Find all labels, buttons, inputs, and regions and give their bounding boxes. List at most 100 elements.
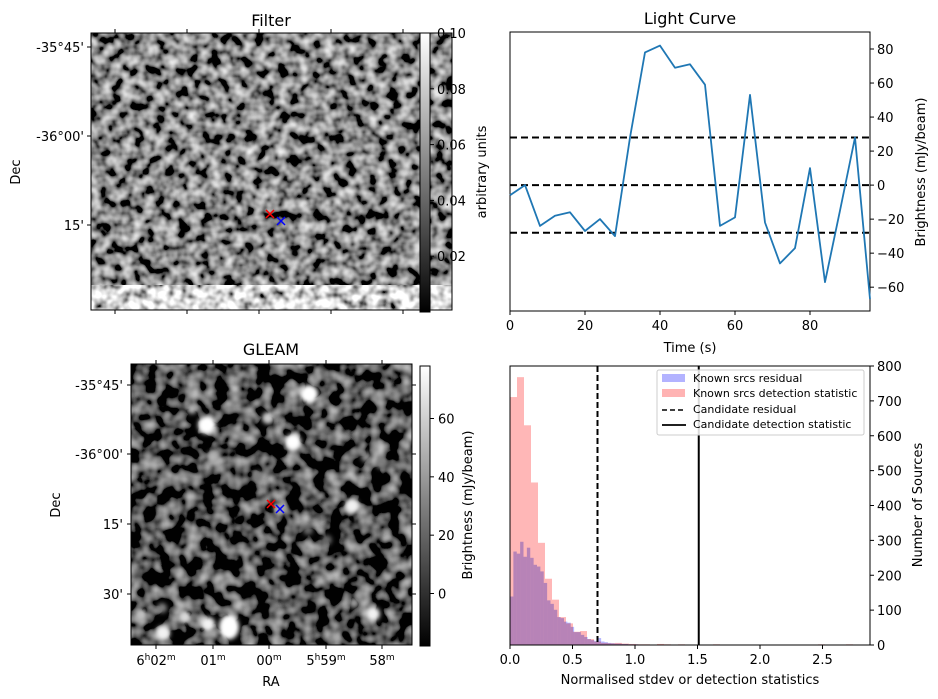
gleam-x-tick-label: 6h02m <box>136 653 175 669</box>
residual-bar <box>570 626 575 645</box>
filter-colorbar <box>419 32 431 313</box>
residual-bar <box>604 642 608 645</box>
histogram-panel: 0.0 0.5 1.0 1.5 2.0 2.5 0 100 200 300 400 500 600 70… <box>500 360 926 688</box>
residual-bar <box>537 566 541 645</box>
residual-bar <box>533 564 537 645</box>
radio-source <box>285 434 301 450</box>
radio-source <box>376 459 386 469</box>
residual-bar <box>557 617 561 645</box>
histogram-y-tick-label: 800 <box>877 360 902 375</box>
gleam-colorbar <box>419 365 431 647</box>
gleam-colorbar-tick-label: 0 <box>438 588 446 603</box>
legend-box <box>656 369 865 436</box>
detection-bar <box>657 643 664 645</box>
legend-label-candidate-residual: Candidate residual <box>693 403 796 416</box>
gleam-colorbar-label: Brightness (mJy/beam) <box>461 431 476 580</box>
legend-label-residual: Known srcs residual <box>693 372 802 385</box>
filter-title: Filter <box>251 11 291 30</box>
radio-source <box>198 416 216 434</box>
residual-bar <box>560 618 564 645</box>
residual-bar <box>607 642 612 645</box>
gleam-y-ticks: -35°45' -36°00' 15' 30' <box>75 379 416 603</box>
histogram-y-tick-label: 100 <box>877 604 902 619</box>
filter-ylabel: Dec <box>9 159 24 184</box>
histogram-x-tick-label: 1.5 <box>687 653 708 668</box>
radio-source <box>322 535 332 545</box>
gleam-x-tick-label: 5h59m <box>306 653 345 669</box>
legend-label-candidate-detection: Candidate detection statistic <box>693 418 851 431</box>
light-curve-title: Light Curve <box>644 9 736 28</box>
light-curve-x-tick-label: 40 <box>652 319 669 334</box>
gleam-colorbar-tick-label: 40 <box>438 471 455 486</box>
residual-bar <box>540 571 544 645</box>
residual-bar <box>580 634 585 645</box>
gleam-xlabel: RA <box>262 675 280 690</box>
detection-bar <box>517 377 524 645</box>
legend-swatch-detection <box>662 389 685 397</box>
residual-bar <box>577 632 581 645</box>
gleam-y-tick-label: 15' <box>103 518 123 533</box>
radio-source <box>366 607 380 621</box>
radio-source <box>219 614 239 640</box>
light-curve-y-tick-label: 0 <box>877 179 885 194</box>
light-curve-frame <box>509 31 871 312</box>
legend-label-detection: Known srcs detection statistic <box>693 387 857 400</box>
gleam-y-tick-label: -36°00' <box>75 448 123 463</box>
residual-bar <box>624 643 629 645</box>
histogram-x-tick-label: 0.5 <box>562 653 583 668</box>
light-curve-series <box>509 44 871 300</box>
histogram-y-tick-label: 0 <box>877 639 885 654</box>
gleam-x-tick-label: 00m <box>256 653 281 669</box>
gleam-sources <box>135 385 386 640</box>
residual-bar <box>564 621 568 645</box>
radio-source <box>187 404 197 414</box>
gleam-y-tick-label: 30' <box>103 588 123 603</box>
residual-bar <box>513 551 517 645</box>
gleam-colorbar-ticks: 0 20 40 60 <box>430 413 455 603</box>
filter-y-tick-label: -35°45' <box>36 41 84 56</box>
light-curve-y-tick-label: 40 <box>877 111 894 126</box>
light-curve-y-tick-label: −20 <box>877 213 904 228</box>
radio-source <box>135 609 147 621</box>
gleam-ylabel: Dec <box>49 492 64 517</box>
residual-bar <box>611 643 615 645</box>
radio-source <box>156 626 170 640</box>
residual-bar <box>618 643 622 645</box>
light-curve-y-tick-label: −60 <box>877 281 904 296</box>
light-curve-y-tick-label: −40 <box>877 247 904 262</box>
filter-colorbar-tick-label: 0.02 <box>437 250 466 265</box>
filter-y-tick-label: 15' <box>64 219 84 234</box>
gleam-panel: GLEAM 6h02m 01m 00m 5h59m 58m -35°45' -36°00'… <box>49 340 476 690</box>
gleam-y-tick-label: -35°45' <box>75 379 123 394</box>
radio-source <box>345 499 359 513</box>
detection-bar <box>531 482 538 645</box>
filter-blue-marker <box>276 216 286 226</box>
light-curve-y-tick-label: 20 <box>877 145 894 160</box>
residual-bar <box>553 609 558 645</box>
filter-colorbar-tick-label: 0.10 <box>437 27 466 42</box>
light-curve-y-ticks: −60 −40 −20 0 20 40 60 80 <box>870 43 904 296</box>
gleam-x-tick-label: 01m <box>200 653 225 669</box>
residual-bar <box>523 556 527 645</box>
histogram-x-ticks: 0.0 0.5 1.0 1.5 2.0 2.5 <box>500 645 833 668</box>
gleam-blue-marker <box>275 504 285 514</box>
histogram-x-tick-label: 2.5 <box>812 653 833 668</box>
gleam-title: GLEAM <box>243 340 299 359</box>
filter-colorbar-tick-label: 0.08 <box>437 83 466 98</box>
histogram-x-tick-label: 1.0 <box>625 653 646 668</box>
histogram-y-tick-label: 400 <box>877 500 902 515</box>
gleam-x-ticks: 6h02m 01m 00m 5h59m 58m <box>136 360 395 669</box>
residual-bar <box>614 643 618 645</box>
radio-source <box>262 412 274 424</box>
radio-source <box>300 385 318 403</box>
light-curve-y-tick-label: 60 <box>877 77 894 92</box>
radio-source <box>349 598 359 608</box>
filter-image-band <box>91 285 452 310</box>
light-curve-x-ticks: 0 20 40 60 80 <box>506 311 818 334</box>
radio-source <box>361 452 371 462</box>
residual-bar <box>597 638 602 645</box>
light-curve-x-tick-label: 60 <box>727 319 744 334</box>
light-curve-ylabel: Brightness (mJy/beam) <box>914 98 929 247</box>
filter-image <box>91 33 452 285</box>
